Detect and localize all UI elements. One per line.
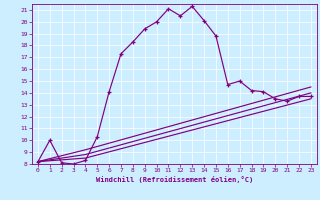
X-axis label: Windchill (Refroidissement éolien,°C): Windchill (Refroidissement éolien,°C) (96, 176, 253, 183)
